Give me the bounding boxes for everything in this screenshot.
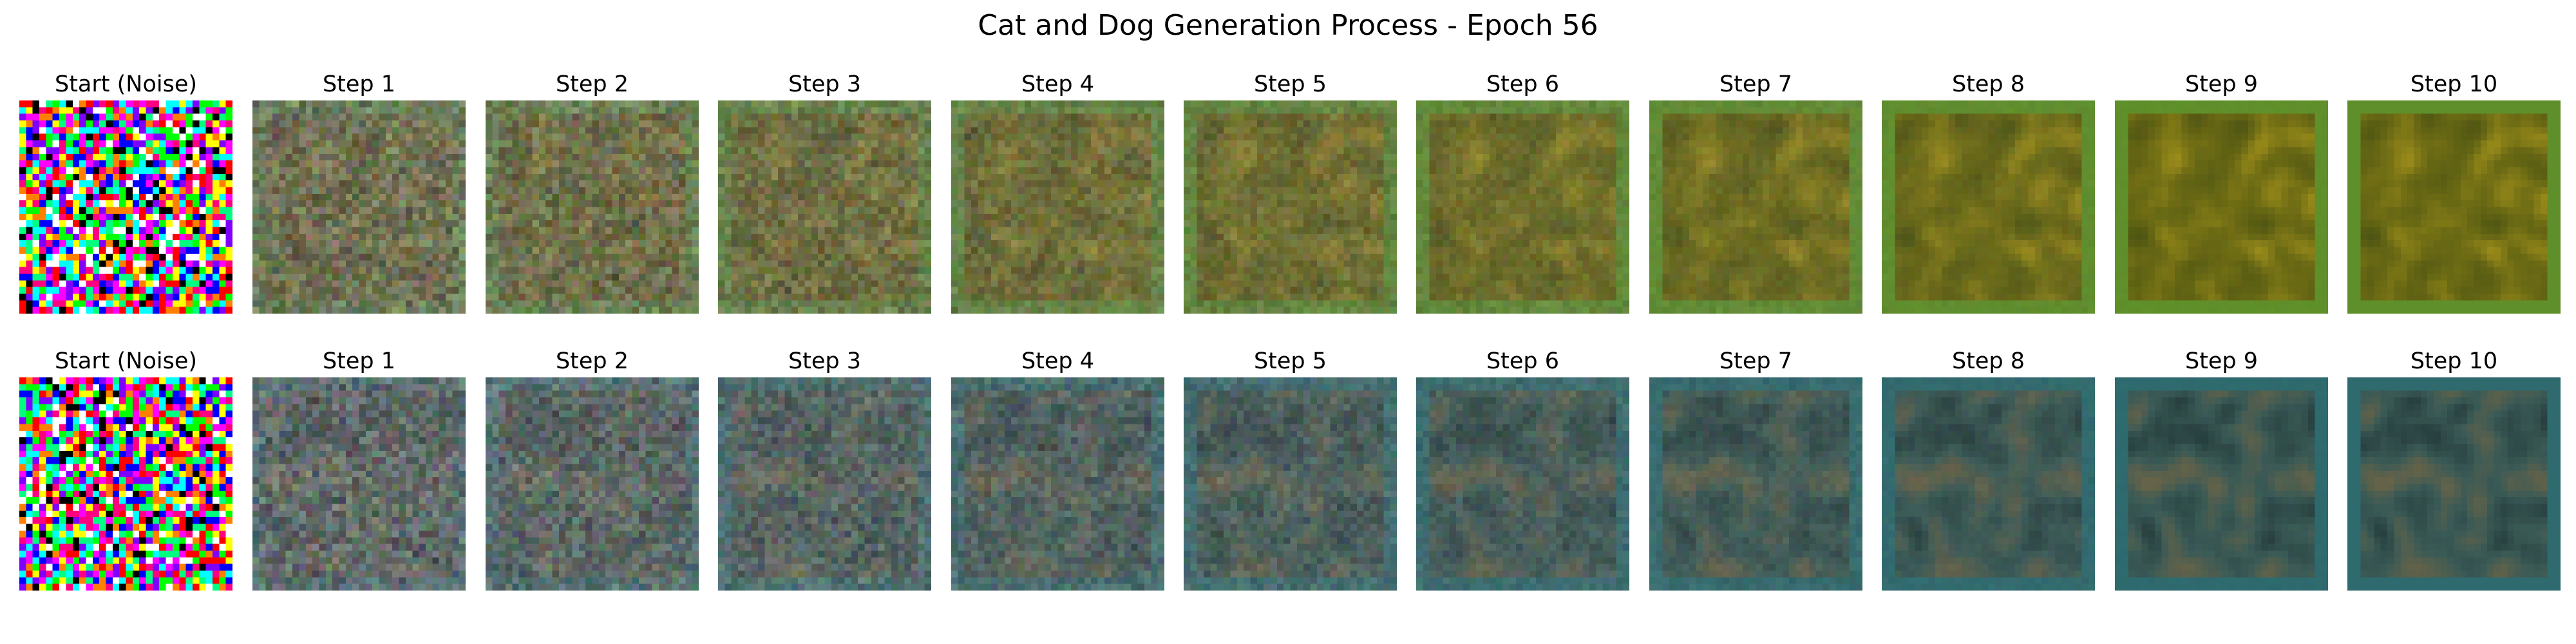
panel-title: Step 8	[1951, 71, 2025, 97]
generated-image	[1649, 377, 1862, 591]
generated-image	[951, 100, 1164, 314]
generated-image	[1649, 100, 1862, 314]
generated-image	[951, 377, 1164, 591]
panel-title: Step 7	[1719, 348, 1793, 374]
generated-image	[1882, 377, 2095, 591]
panel-title: Start (Noise)	[54, 71, 198, 97]
panel-title: Step 4	[1021, 348, 1095, 374]
panel-title: Step 6	[1486, 71, 1560, 97]
generated-image	[718, 100, 931, 314]
panel-title: Step 8	[1951, 348, 2025, 374]
noise-image	[19, 100, 232, 314]
panel-title: Step 2	[555, 71, 629, 97]
noise-image	[19, 377, 232, 591]
generated-image	[252, 100, 466, 314]
generated-image	[1882, 100, 2095, 314]
panel-title: Step 5	[1253, 348, 1327, 374]
panel-title: Step 1	[322, 71, 396, 97]
panel-title: Step 4	[1021, 71, 1095, 97]
panel-title: Step 9	[2184, 71, 2259, 97]
panel-title: Step 6	[1486, 348, 1560, 374]
generated-image	[1416, 100, 1629, 314]
generated-image	[718, 377, 931, 591]
panel-title: Step 5	[1253, 71, 1327, 97]
generated-image	[1184, 377, 1397, 591]
generated-image	[2115, 377, 2328, 591]
generated-image	[1416, 377, 1629, 591]
generated-image	[2115, 100, 2328, 314]
panel-title: Step 1	[322, 348, 396, 374]
generated-image	[2347, 377, 2561, 591]
generated-image	[1184, 100, 1397, 314]
generated-image	[486, 100, 699, 314]
panel-title: Step 3	[788, 348, 862, 374]
panel-title: Step 10	[2410, 348, 2498, 374]
generated-image	[2347, 100, 2561, 314]
panel-title: Step 7	[1719, 71, 1793, 97]
figure-title: Cat and Dog Generation Process - Epoch 5…	[978, 9, 1598, 42]
panel-title: Step 10	[2410, 71, 2498, 97]
panel-title: Start (Noise)	[54, 348, 198, 374]
generated-image	[486, 377, 699, 591]
panel-title: Step 9	[2184, 348, 2259, 374]
generated-image	[252, 377, 466, 591]
panel-title: Step 3	[788, 71, 862, 97]
panel-title: Step 2	[555, 348, 629, 374]
